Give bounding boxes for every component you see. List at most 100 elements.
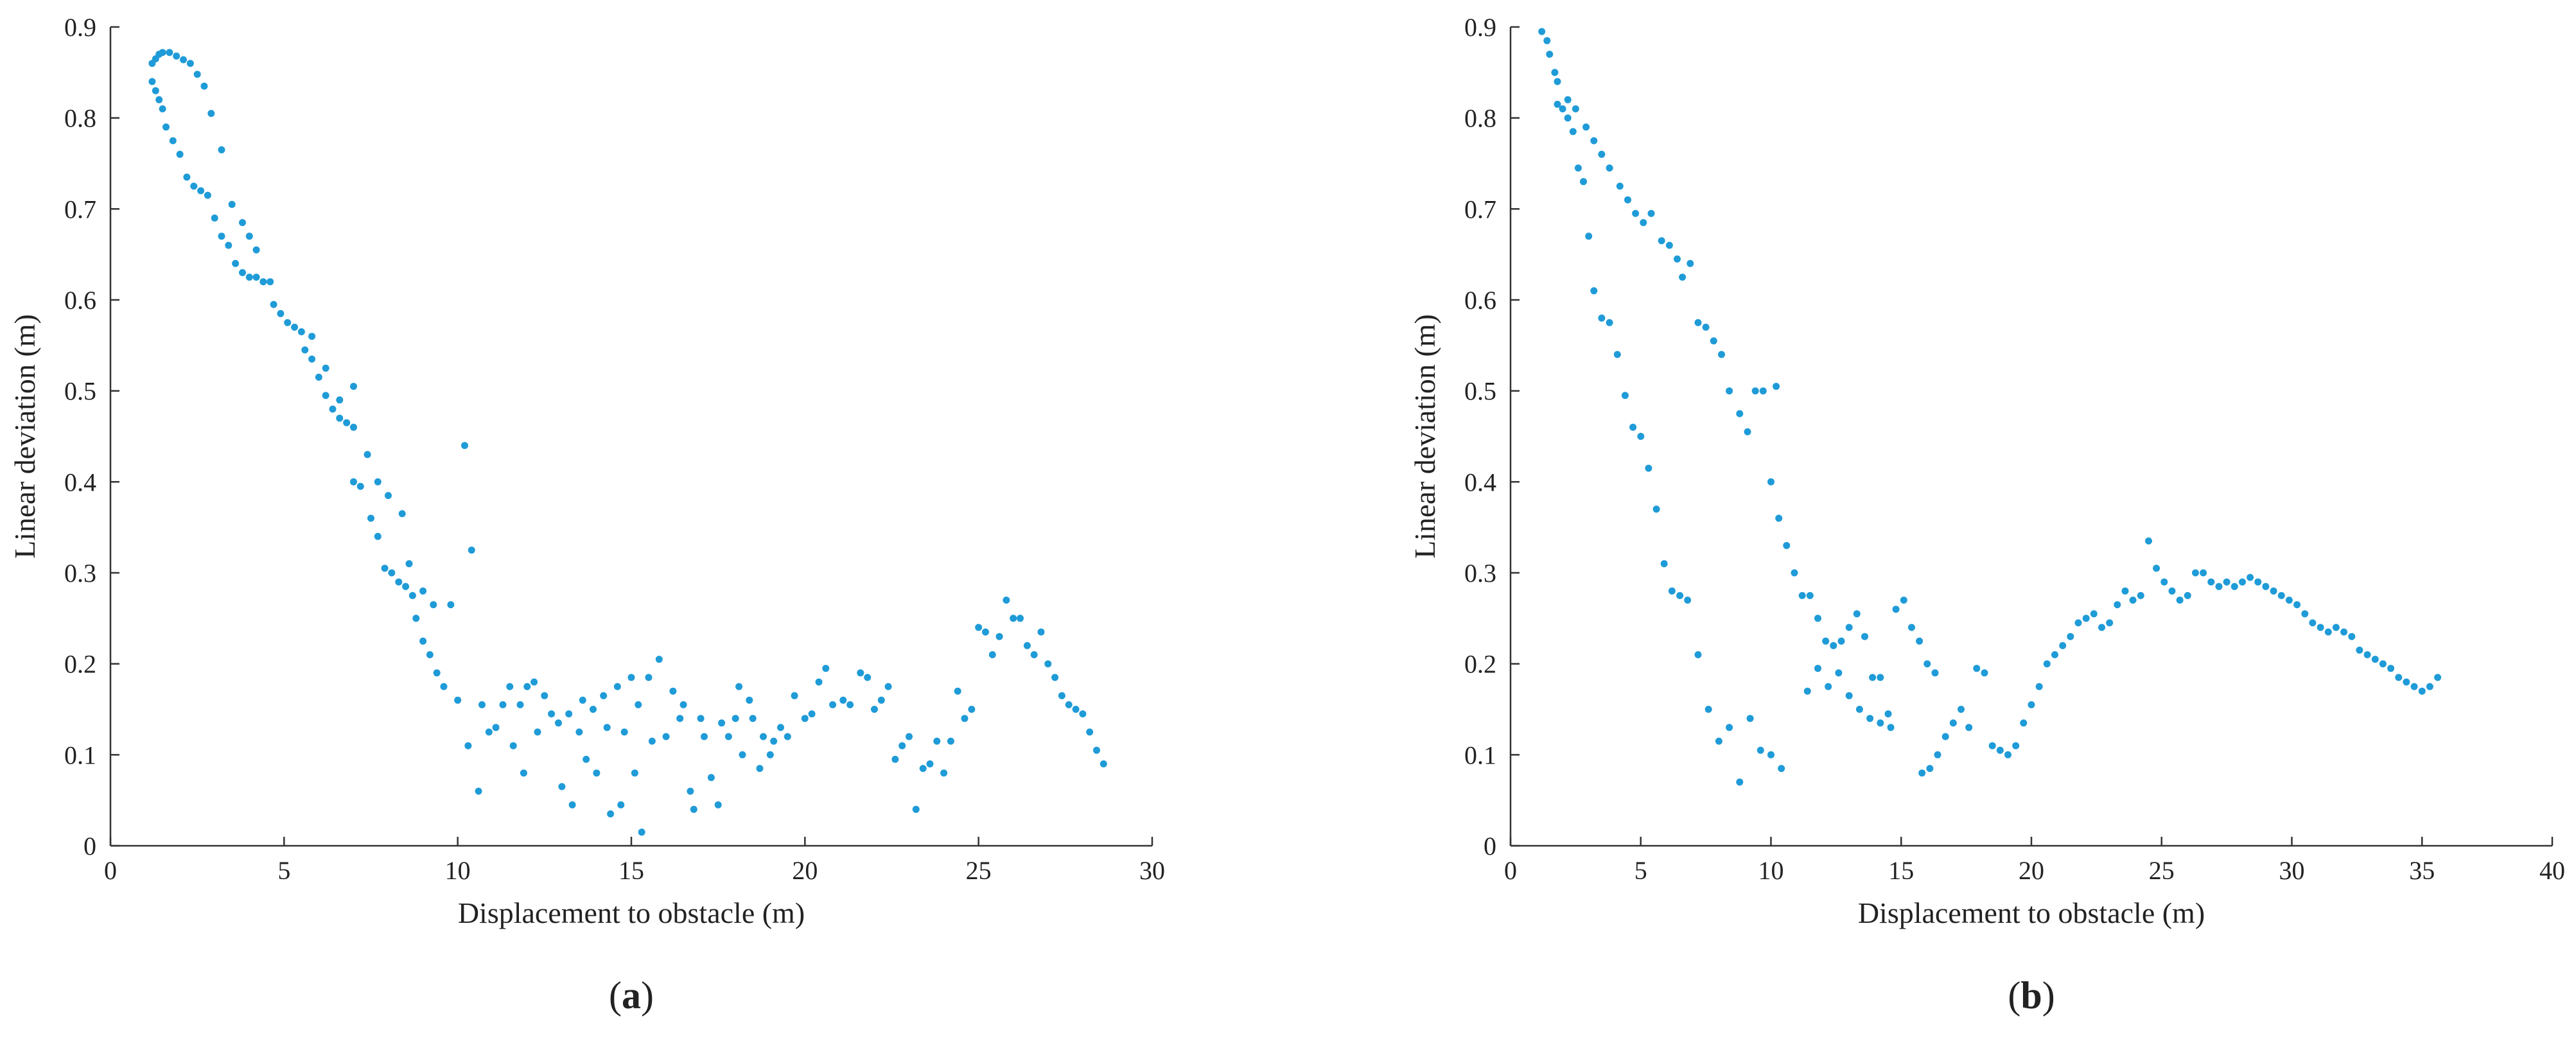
data-point [1918, 769, 1926, 777]
data-point [1718, 351, 1725, 358]
data-point [600, 692, 608, 699]
y-tick-label: 0.5 [1464, 377, 1496, 406]
data-point [315, 373, 322, 381]
x-axis-label: Displacement to obstacle (m) [1858, 897, 2205, 929]
data-point [297, 328, 305, 336]
data-point [1606, 164, 1613, 172]
y-axis-label: Linear deviation (m) [1408, 314, 1441, 559]
data-point [1941, 733, 1949, 740]
data-point [1855, 706, 1863, 713]
x-tick-label: 10 [1758, 856, 1784, 885]
data-point [2332, 624, 2340, 631]
data-point [1869, 674, 1877, 681]
x-tick-label: 15 [618, 856, 644, 885]
data-point [398, 510, 406, 518]
data-point [707, 774, 715, 782]
data-point [808, 710, 816, 718]
data-point [211, 214, 218, 222]
data-point [638, 828, 645, 836]
data-point [173, 52, 180, 60]
data-point [593, 769, 600, 777]
data-point [613, 683, 621, 690]
data-point [1564, 114, 1572, 122]
data-point [1746, 715, 1754, 722]
data-point [374, 478, 381, 486]
data-point [1877, 719, 1884, 727]
data-point [2074, 619, 2082, 627]
data-point [336, 396, 344, 404]
data-point [579, 696, 586, 704]
data-point [2137, 591, 2144, 599]
data-point [2160, 578, 2168, 586]
data-point [2254, 578, 2262, 586]
data-point [1926, 765, 1934, 773]
data-point [180, 56, 187, 64]
data-point [1751, 387, 1759, 395]
data-point [655, 656, 663, 663]
data-point [1981, 669, 1988, 677]
data-point [1845, 624, 1853, 631]
data-point [2363, 651, 2371, 658]
data-point [408, 591, 416, 599]
data-point [2106, 619, 2114, 627]
data-point [2043, 660, 2051, 668]
data-point [183, 173, 191, 181]
data-point [877, 696, 885, 704]
data-point [1814, 665, 1821, 672]
data-point [1572, 105, 1579, 112]
data-point [1715, 737, 1722, 745]
panel-b-chart: 0 5 10 15 20 25 30 35 40 0 0.1 0.2 0.3 0.4 0.5 0.6 0.7 0.… [1408, 13, 2565, 1017]
data-point [523, 683, 531, 690]
data-point [2121, 587, 2129, 595]
data-point [558, 783, 566, 791]
data-point [1704, 706, 1712, 713]
data-point [1988, 742, 1996, 749]
data-point [388, 569, 396, 577]
data-point [1767, 478, 1774, 486]
data-point [2184, 591, 2191, 599]
y-tick-label: 0.1 [64, 740, 96, 769]
data-point [926, 760, 934, 767]
data-point [1702, 324, 1710, 331]
data-point [245, 274, 253, 281]
data-point [336, 414, 344, 422]
data-point [152, 87, 159, 94]
y-axis-label: Linear deviation (m) [8, 314, 41, 559]
data-point [791, 692, 798, 699]
data-point [412, 615, 420, 622]
data-point [1668, 587, 1676, 595]
data-point [548, 710, 556, 718]
data-point [1958, 706, 1965, 713]
data-point [516, 701, 524, 708]
data-point [1598, 150, 1606, 158]
data-point [381, 564, 389, 572]
data-point [166, 49, 173, 57]
data-point [284, 319, 292, 326]
y-tick-label: 0.9 [64, 13, 96, 42]
data-point [2340, 628, 2348, 636]
data-point [541, 692, 548, 699]
data-point [478, 701, 486, 708]
data-point [1814, 615, 1821, 622]
data-point [204, 191, 211, 199]
data-point [1694, 651, 1702, 658]
data-point [1044, 660, 1052, 668]
data-point [1017, 615, 1024, 622]
panel-label: (a) [609, 974, 654, 1017]
data-point [485, 728, 493, 736]
data-point [718, 719, 726, 727]
data-point [1065, 701, 1073, 708]
data-point [732, 715, 739, 722]
data-point [530, 678, 538, 686]
data-point [988, 651, 996, 658]
data-point [2020, 719, 2028, 727]
data-point [1775, 514, 1783, 522]
data-point [252, 274, 260, 281]
data-point [1866, 715, 1874, 722]
data-point [1798, 591, 1806, 599]
data-point [1845, 692, 1853, 699]
data-point [1613, 351, 1621, 358]
data-point [155, 96, 163, 103]
data-point [756, 765, 764, 773]
data-point [308, 333, 316, 340]
